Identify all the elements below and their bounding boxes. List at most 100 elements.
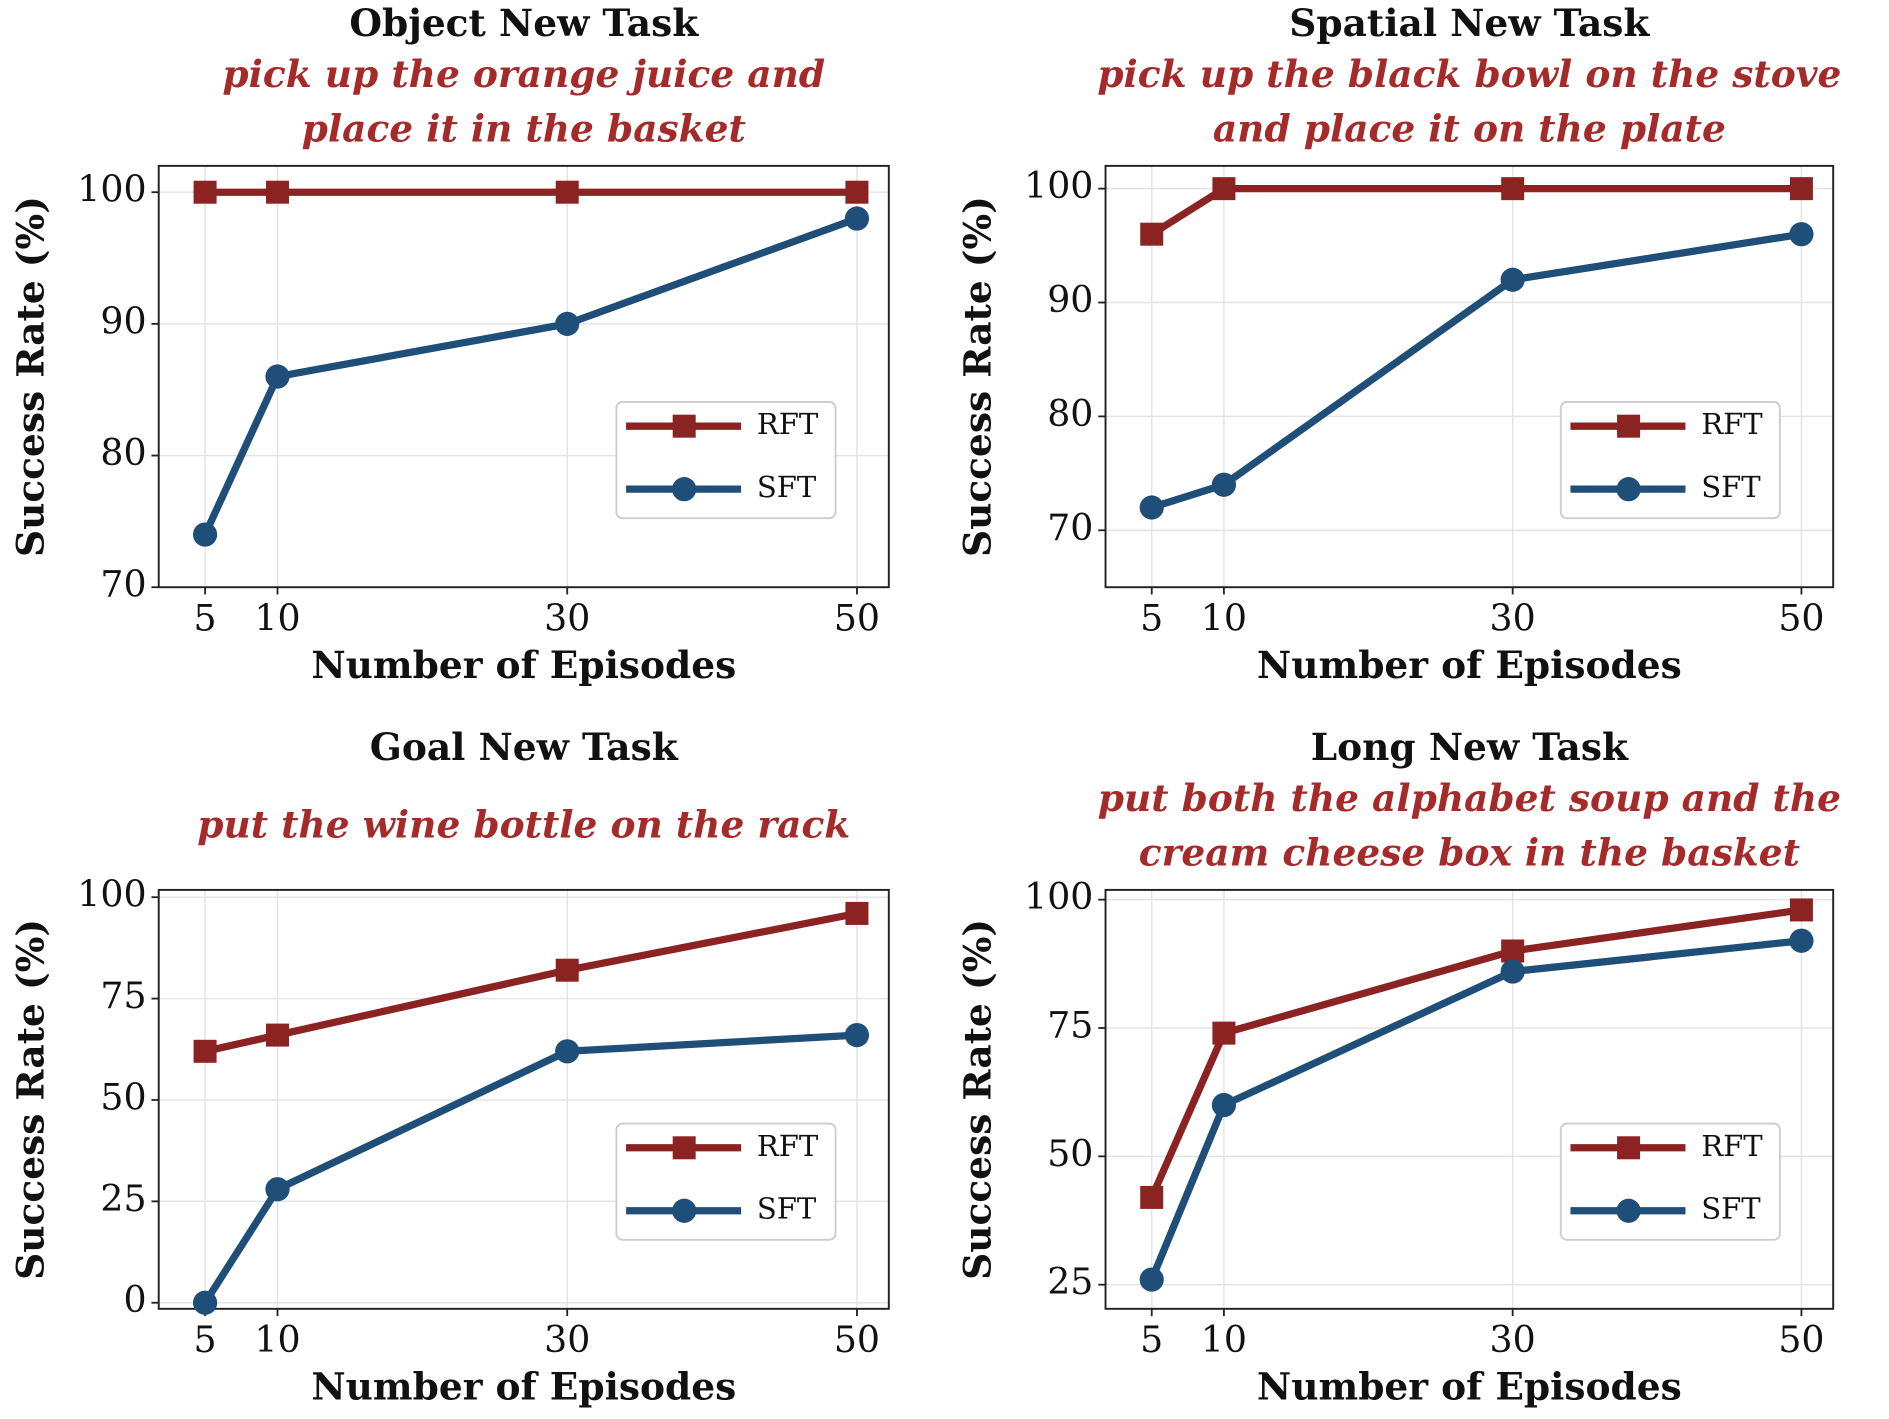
series-line <box>1148 906 1802 1199</box>
y-tick-label: 25 <box>100 1177 146 1220</box>
legend-marker <box>672 414 696 438</box>
chart-subtitle: put the wine bottle on the rack <box>197 803 850 847</box>
y-tick-label: 100 <box>77 873 146 916</box>
y-axis-label: Success Rate (%) <box>9 919 53 1280</box>
legend-marker <box>1617 1136 1641 1160</box>
marker <box>193 1039 217 1063</box>
legend-label: SFT <box>1701 1192 1761 1226</box>
legend-label: SFT <box>757 470 817 504</box>
marker <box>265 364 290 389</box>
marker <box>1140 222 1164 246</box>
marker <box>1139 1267 1164 1292</box>
x-axis-label: Number of Episodes <box>1257 643 1682 687</box>
marker <box>192 522 218 547</box>
y-tick-label: 70 <box>1047 506 1093 549</box>
y-axis-label: Success Rate (%) <box>955 196 999 557</box>
marker <box>1789 898 1813 922</box>
marker <box>555 958 579 982</box>
marker <box>265 1177 290 1202</box>
series-line <box>1148 937 1802 1281</box>
y-axis-label: Success Rate (%) <box>9 196 53 557</box>
marker <box>845 180 869 204</box>
plot-frame <box>1104 164 1835 589</box>
x-tick-label: 50 <box>1778 597 1824 640</box>
marker <box>555 1039 580 1064</box>
marker <box>1211 472 1237 497</box>
legend-label: SFT <box>1701 470 1761 504</box>
series-line <box>1149 185 1802 238</box>
plot-frame <box>157 888 890 1310</box>
legend-marker <box>672 1136 696 1160</box>
marker <box>1789 222 1814 247</box>
x-tick-label: 10 <box>1201 1318 1247 1361</box>
x-tick-label: 10 <box>1201 597 1247 640</box>
legend-label: RFT <box>1701 407 1763 441</box>
x-axis-label: Number of Episodes <box>1257 1364 1682 1408</box>
x-tick-label: 30 <box>544 597 590 640</box>
y-tick-label: 75 <box>100 974 146 1017</box>
x-axis-label: Number of Episodes <box>311 643 736 687</box>
chart-title: Spatial New Task <box>1289 1 1650 45</box>
marker <box>1140 1185 1164 1209</box>
series-line <box>202 1031 858 1305</box>
panel: Goal New Task put the wine bottle on the … <box>9 725 890 1408</box>
marker <box>1501 177 1525 201</box>
x-tick-label: 10 <box>254 1318 300 1361</box>
marker <box>266 180 290 204</box>
panel: Long New Task put both the alphabet soup … <box>955 725 1841 1408</box>
series-line <box>1150 230 1802 511</box>
chart-subtitle: and place it on the plate <box>1213 106 1726 150</box>
marker <box>844 1022 870 1048</box>
legend-label: SFT <box>757 1192 817 1226</box>
series-line <box>204 909 858 1055</box>
y-tick-label: 90 <box>100 299 146 342</box>
chart-title: Goal New Task <box>370 725 679 769</box>
y-tick-label: 80 <box>100 431 146 474</box>
panel: Spatial New Task pick up the black bowl o… <box>955 1 1841 687</box>
chart-title: Long New Task <box>1311 725 1629 769</box>
marker <box>1212 177 1236 201</box>
x-tick-label: 30 <box>1490 597 1536 640</box>
x-tick-label: 50 <box>834 1318 880 1361</box>
chart-subtitle: put both the alphabet soup and the <box>1098 776 1841 820</box>
legend-marker <box>672 1198 697 1223</box>
legend-label: RFT <box>757 407 819 441</box>
x-tick-label: 10 <box>254 597 300 640</box>
marker <box>1212 1021 1236 1045</box>
marker <box>1500 959 1525 984</box>
chart-subtitle: pick up the orange juice and <box>222 52 825 96</box>
legend-label: RFT <box>757 1129 819 1163</box>
marker <box>266 1023 290 1047</box>
x-tick-label: 5 <box>1140 597 1163 640</box>
x-tick-label: 30 <box>1490 1318 1536 1361</box>
legend-marker <box>1616 477 1641 502</box>
panel: Object New Task pick up the orange juice … <box>9 1 890 687</box>
x-axis-label: Number of Episodes <box>311 1364 736 1408</box>
y-tick-label: 50 <box>1047 1132 1093 1175</box>
marker <box>1500 267 1525 292</box>
marker <box>1501 939 1525 963</box>
y-tick-label: 70 <box>100 563 146 606</box>
y-tick-label: 100 <box>77 168 146 211</box>
y-tick-label: 100 <box>1024 164 1093 207</box>
y-tick-label: 50 <box>100 1075 146 1118</box>
legend-marker <box>672 477 697 502</box>
chart-subtitle: pick up the black bowl on the stove <box>1097 52 1841 96</box>
x-tick-label: 50 <box>1778 1318 1824 1361</box>
marker <box>1789 177 1813 201</box>
series-line <box>201 215 859 537</box>
x-tick-label: 5 <box>194 597 217 640</box>
chart-subtitle: place it in the basket <box>302 106 746 150</box>
plot-frame <box>157 164 890 589</box>
marker <box>844 206 870 231</box>
y-tick-label: 100 <box>1024 875 1093 918</box>
y-tick-label: 25 <box>1047 1260 1093 1303</box>
y-tick-label: 75 <box>1047 1004 1093 1047</box>
marker <box>192 1290 218 1315</box>
marker <box>845 901 869 925</box>
marker <box>555 311 580 336</box>
x-tick-label: 5 <box>194 1318 217 1361</box>
x-tick-label: 30 <box>544 1318 590 1361</box>
chart-title: Object New Task <box>349 1 699 45</box>
